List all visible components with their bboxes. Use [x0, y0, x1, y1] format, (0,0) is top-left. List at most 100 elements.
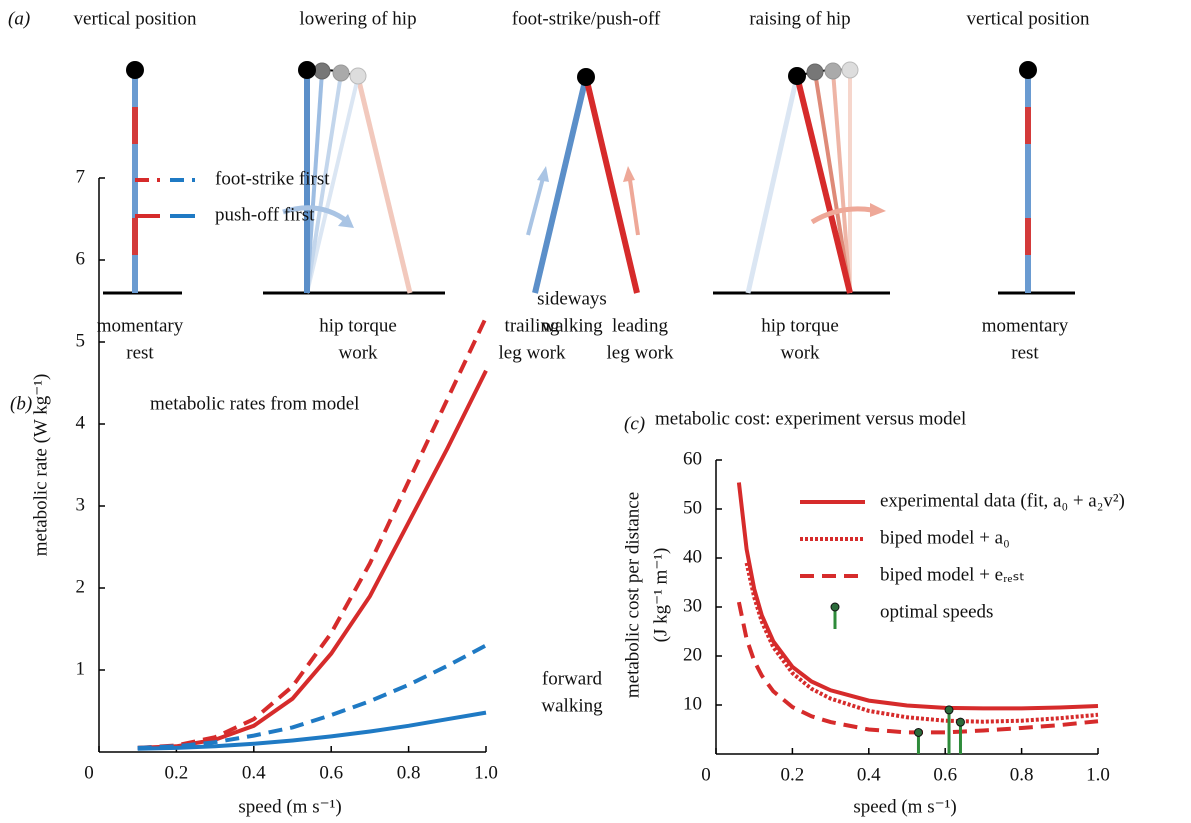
- line: [137, 369, 488, 750]
- x-tick-label: 0.4: [857, 764, 881, 785]
- x-tick-label: 0.8: [1010, 764, 1034, 785]
- line: [744, 562, 1099, 724]
- x-tick-label: 0.6: [319, 762, 343, 783]
- caption: momentary: [97, 315, 184, 336]
- legend-label: push-off first: [215, 204, 315, 225]
- column-title: foot-strike/push-off: [512, 8, 661, 29]
- hip: [841, 61, 859, 79]
- stem-marker: [955, 717, 965, 727]
- stem-marker: [913, 727, 923, 737]
- y-axis-label: metabolic rate (W kg⁻¹): [30, 374, 51, 557]
- panel-a: (a) vertical position lowering of hip fo…: [8, 8, 1090, 363]
- caption: hip torque: [761, 315, 839, 336]
- hip: [332, 64, 350, 82]
- leg: [831, 70, 852, 294]
- leg: [532, 76, 589, 294]
- hip: [349, 67, 367, 85]
- leg: [583, 76, 640, 294]
- line: [736, 601, 1099, 735]
- x-tick-label: 0.2: [781, 764, 805, 785]
- x-tick-label: 0: [701, 764, 711, 785]
- leg: [355, 76, 413, 294]
- annotation: sideways: [537, 288, 607, 309]
- panel-label: (c): [624, 413, 645, 434]
- annotation: walking: [541, 315, 603, 336]
- y-axis-label: (J kg⁻¹ m⁻¹): [650, 548, 671, 643]
- hip: [1019, 61, 1037, 79]
- caption: rest: [126, 342, 154, 363]
- legend-label: experimental data (fit, a₀ + a₂v²): [880, 490, 1125, 511]
- column-title: vertical position: [967, 8, 1090, 29]
- caption: trailing: [505, 315, 560, 336]
- stem-marker: [944, 705, 954, 715]
- y-tick-label: 30: [683, 595, 702, 616]
- y-tick-label: 10: [683, 693, 702, 714]
- y-tick-label: 20: [683, 644, 702, 665]
- hip: [298, 61, 316, 79]
- legend-label: biped model + eᵣₑₛₜ: [880, 564, 1025, 585]
- legend-label: foot-strike first: [215, 168, 330, 189]
- legend-label: optimal speeds: [880, 601, 993, 622]
- column-title: raising of hip: [749, 8, 850, 29]
- arrow-head: [623, 166, 635, 182]
- hip: [824, 62, 842, 80]
- arrow: [628, 179, 640, 236]
- y-tick-label: 7: [76, 166, 86, 187]
- chart-title: metabolic cost: experiment versus model: [655, 408, 966, 429]
- caption: work: [338, 342, 378, 363]
- arrow-head: [870, 203, 886, 217]
- arrow: [282, 205, 350, 224]
- line: [137, 643, 487, 750]
- arrow-head: [537, 166, 549, 182]
- column-title: vertical position: [74, 8, 197, 29]
- caption: hip torque: [319, 315, 397, 336]
- panel-label: (b): [10, 393, 32, 414]
- x-axis-label: speed (m s⁻¹): [238, 796, 341, 817]
- panel-label: (a): [8, 8, 30, 29]
- caption: rest: [1011, 342, 1039, 363]
- y-tick-label: 50: [683, 497, 702, 518]
- line: [137, 710, 487, 751]
- arrow-head: [338, 214, 354, 228]
- column-title: lowering of hip: [299, 8, 416, 29]
- arrow: [810, 206, 873, 225]
- leg: [794, 75, 853, 294]
- leg: [305, 73, 343, 294]
- leg: [745, 75, 800, 294]
- caption: leg work: [498, 342, 566, 363]
- caption: momentary: [982, 315, 1069, 336]
- leg: [305, 76, 360, 294]
- leg: [813, 71, 852, 294]
- hip: [313, 62, 331, 80]
- arrow: [526, 177, 545, 236]
- chart: (c) metabolic cost: experiment versus mod…: [622, 408, 1125, 817]
- x-tick-label: 0.8: [397, 762, 421, 783]
- y-tick-label: 1: [76, 658, 86, 679]
- hip: [806, 63, 824, 81]
- annotation: walking: [541, 695, 603, 716]
- caption: work: [780, 342, 820, 363]
- x-tick-label: 0.6: [933, 764, 957, 785]
- y-tick-label: 4: [76, 412, 86, 433]
- caption: leg work: [606, 342, 674, 363]
- hip: [577, 68, 595, 86]
- y-axis-label: metabolic cost per distance: [622, 492, 643, 698]
- x-tick-label: 1.0: [474, 762, 498, 783]
- hip: [788, 67, 806, 85]
- y-tick-label: 60: [683, 448, 702, 469]
- caption: leading: [612, 315, 668, 336]
- y-tick-label: 40: [683, 546, 702, 567]
- chart-title: metabolic rates from model: [150, 393, 359, 414]
- line: [736, 482, 1099, 711]
- line: [137, 316, 488, 750]
- x-tick-label: 0.4: [242, 762, 266, 783]
- legend-label: biped model + a₀: [880, 527, 1010, 548]
- legend-marker: [830, 602, 840, 612]
- x-axis-label: speed (m s⁻¹): [853, 796, 956, 817]
- y-tick-label: 5: [76, 330, 86, 351]
- y-tick-label: 3: [76, 494, 86, 515]
- y-tick-label: 6: [76, 248, 86, 269]
- x-tick-label: 0: [84, 762, 94, 783]
- annotation: forward: [542, 668, 603, 689]
